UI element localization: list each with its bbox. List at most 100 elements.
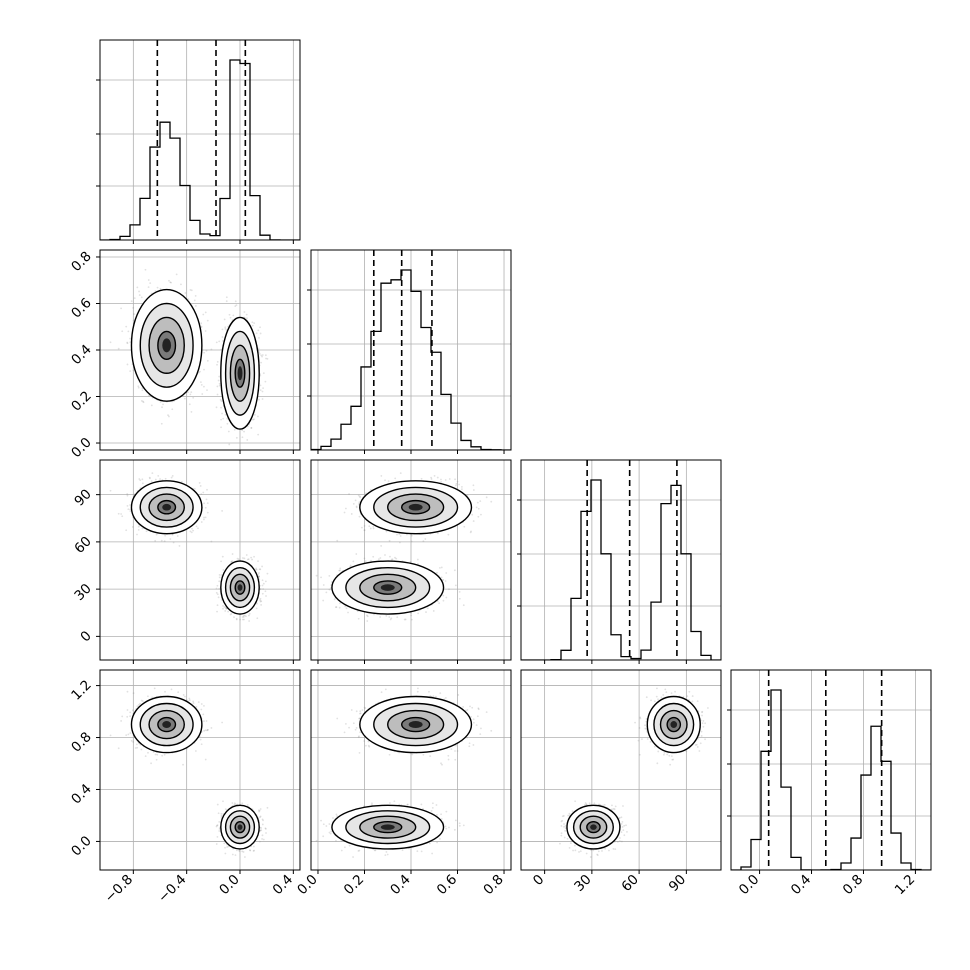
- sample-point: [260, 361, 263, 364]
- sample-point: [210, 348, 213, 351]
- sample-point: [257, 415, 259, 418]
- sample-point: [261, 390, 264, 393]
- sample-point: [154, 539, 157, 542]
- sample-point: [147, 279, 150, 281]
- sample-point: [125, 325, 128, 328]
- sample-point: [241, 429, 244, 432]
- sample-point: [250, 426, 253, 429]
- sample-point: [224, 610, 227, 612]
- sample-point: [218, 573, 221, 576]
- sample-point: [138, 478, 141, 480]
- sample-point: [250, 427, 253, 429]
- sample-point: [257, 433, 260, 436]
- sample-point: [218, 576, 221, 579]
- sample-point: [234, 305, 237, 308]
- sample-point: [257, 573, 259, 576]
- sample-point: [243, 430, 245, 433]
- sample-point: [121, 515, 124, 518]
- sample-point: [235, 436, 238, 439]
- sample-point: [255, 568, 258, 571]
- sample-point: [202, 313, 205, 316]
- sample-point: [215, 341, 218, 344]
- sample-point: [216, 360, 219, 363]
- sample-point: [141, 478, 144, 481]
- sample-point: [224, 413, 227, 416]
- sample-point: [259, 588, 262, 590]
- sample-point: [162, 403, 164, 406]
- sample-point: [109, 341, 112, 344]
- sample-point: [200, 521, 203, 523]
- sample-point: [259, 599, 261, 602]
- sample-point: [224, 327, 227, 330]
- sample-point: [184, 292, 187, 294]
- sample-point: [190, 531, 193, 534]
- sample-point: [258, 572, 260, 574]
- sample-point: [237, 558, 240, 561]
- sample-point: [255, 567, 258, 570]
- sample-point: [206, 502, 209, 505]
- sample-point: [163, 540, 166, 543]
- sample-point: [220, 418, 223, 421]
- sample-point: [216, 393, 219, 396]
- sample-point: [170, 476, 173, 479]
- sample-point: [266, 357, 269, 360]
- sample-point: [221, 510, 224, 512]
- sample-point: [167, 414, 169, 417]
- sample-point: [234, 300, 237, 303]
- sample-point: [261, 579, 264, 582]
- sample-point: [168, 415, 170, 418]
- sample-point: [259, 600, 262, 603]
- sample-point: [230, 612, 233, 615]
- sample-point: [129, 504, 132, 506]
- sample-point: [243, 311, 246, 313]
- sample-point: [149, 282, 152, 285]
- sample-point: [180, 480, 183, 483]
- sample-point: [242, 616, 245, 618]
- contour-line: [139, 302, 194, 388]
- sample-point: [221, 328, 224, 331]
- sample-point: [189, 289, 192, 291]
- sample-point: [235, 618, 238, 621]
- sample-point: [261, 354, 264, 356]
- y-tick-label-1: 0.0: [68, 435, 95, 462]
- sample-point: [206, 319, 209, 322]
- y-tick-label-1: 0.4: [68, 342, 95, 369]
- sample-point: [260, 604, 263, 606]
- sample-point: [141, 387, 144, 390]
- sample-point: [147, 286, 150, 289]
- sample-point: [206, 389, 208, 392]
- sample-point: [132, 319, 135, 322]
- sample-point: [129, 337, 132, 340]
- sample-point: [199, 370, 201, 373]
- sample-point: [205, 498, 208, 501]
- sample-point: [171, 475, 174, 477]
- sample-point: [148, 476, 151, 479]
- sample-point: [243, 557, 246, 560]
- sample-point: [226, 422, 229, 425]
- sample-point: [156, 286, 159, 289]
- sample-point: [259, 597, 262, 600]
- sample-point: [221, 336, 224, 338]
- sample-point: [204, 330, 207, 332]
- sample-point: [242, 614, 245, 617]
- sample-point: [258, 351, 261, 354]
- density-fill: [162, 338, 172, 353]
- sample-point: [151, 472, 154, 474]
- sample-point: [183, 397, 186, 400]
- sample-point: [247, 558, 250, 561]
- contour-line: [234, 358, 246, 388]
- sample-point: [176, 535, 179, 537]
- sample-point: [216, 610, 218, 613]
- sample-point: [133, 313, 135, 315]
- sample-point: [261, 398, 264, 400]
- sample-point: [264, 380, 267, 383]
- sample-point: [250, 556, 253, 559]
- y-tick-label-1: 0.8: [68, 248, 95, 275]
- sample-point: [129, 370, 132, 373]
- sample-point: [169, 281, 172, 284]
- density-fill: [237, 366, 243, 381]
- sample-point: [132, 307, 135, 309]
- sample-point: [225, 296, 228, 299]
- sample-point: [227, 430, 230, 433]
- histogram-0: [100, 59, 300, 240]
